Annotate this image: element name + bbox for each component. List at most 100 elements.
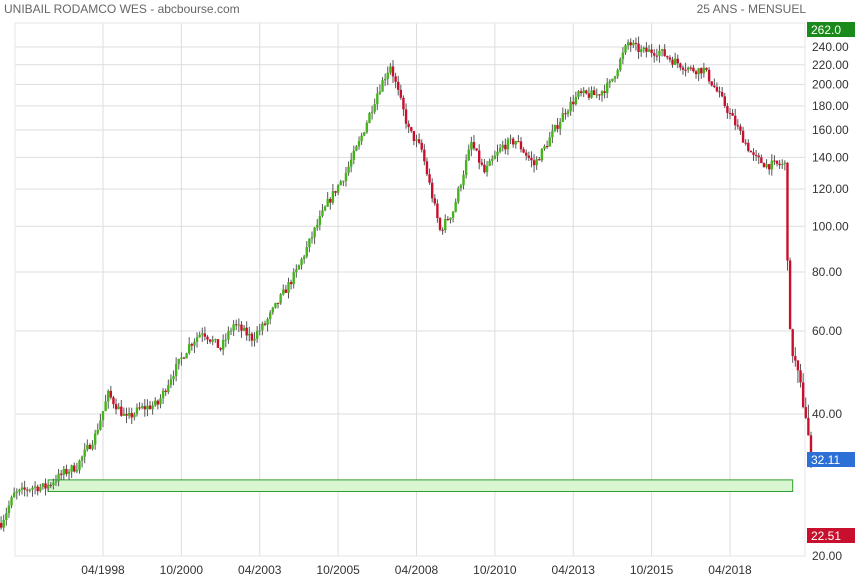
candle-body — [344, 172, 348, 182]
high-price-label: 262.0 — [811, 23, 841, 37]
y-tick-label: 120.00 — [812, 182, 849, 196]
candle-body — [791, 329, 794, 357]
candle-body — [305, 247, 308, 257]
candle-body — [590, 90, 593, 98]
candle-body — [287, 282, 290, 293]
x-tick-label: 04/2003 — [238, 563, 282, 577]
candle-body — [221, 339, 225, 350]
candle-body — [250, 333, 254, 341]
candle-body — [480, 162, 484, 165]
candle-body — [193, 341, 196, 346]
candle-body — [91, 444, 94, 449]
candle-body — [188, 344, 191, 354]
candle-body — [73, 465, 76, 472]
candle-body — [723, 96, 726, 107]
x-tick-label: 04/1998 — [81, 563, 125, 577]
candle-body — [357, 141, 361, 147]
candle-body — [773, 160, 776, 162]
candle-body — [182, 357, 186, 359]
candle-body — [647, 49, 651, 52]
candle-body — [433, 198, 436, 204]
candle-body — [83, 449, 86, 457]
candle-body — [174, 363, 178, 377]
candle-body — [553, 125, 557, 131]
candle-body — [728, 112, 732, 114]
candle-body — [133, 413, 136, 418]
candle-body — [535, 159, 538, 166]
candle-body — [653, 53, 656, 56]
high-price-label-box — [807, 22, 855, 37]
candle-body — [373, 104, 376, 112]
candle-body — [807, 417, 810, 436]
candle-body — [62, 468, 66, 475]
candle-body — [397, 81, 400, 90]
candle-body — [156, 400, 160, 405]
candle-body — [765, 164, 768, 168]
candle-body — [190, 344, 194, 346]
x-tick-label: 10/2005 — [316, 563, 360, 577]
candle-body — [365, 122, 369, 133]
candle-body — [245, 327, 248, 336]
candle-body — [154, 400, 157, 406]
candle-body — [637, 43, 640, 52]
candle-body — [219, 347, 222, 350]
low-price-label: 22.51 — [811, 529, 841, 543]
candle-body — [349, 159, 353, 167]
candle-body — [420, 142, 423, 150]
candle-body — [237, 324, 241, 326]
candle-body — [483, 164, 486, 173]
candle-body — [297, 265, 301, 270]
y-tick-label: 180.00 — [812, 99, 849, 113]
candle-body — [271, 307, 275, 313]
candle-body — [114, 404, 118, 410]
candle-body — [125, 413, 128, 416]
x-tick-label: 10/2000 — [160, 563, 204, 577]
candle-body — [185, 353, 188, 359]
candle-body — [284, 289, 288, 293]
candle-body — [368, 113, 371, 123]
candle-body — [629, 42, 632, 46]
candle-body — [167, 384, 170, 393]
candle-body — [579, 91, 583, 94]
candle-body — [318, 216, 322, 225]
candle-body — [671, 59, 674, 65]
candle-body — [624, 45, 627, 53]
candle-body — [112, 397, 115, 405]
candle-body — [587, 93, 591, 98]
candle-body — [796, 360, 800, 371]
candle-body — [778, 163, 781, 166]
candle-body — [99, 420, 102, 430]
y-tick-label: 40.00 — [812, 407, 842, 421]
candle-body — [44, 483, 47, 489]
candle-body — [36, 486, 39, 492]
candle-body — [18, 489, 21, 492]
candle-body — [540, 148, 544, 161]
candle-body — [276, 302, 280, 304]
candle-body — [7, 505, 11, 514]
candle-body — [606, 82, 609, 93]
candle-body — [269, 312, 272, 320]
candle-body — [783, 162, 787, 164]
candle-body — [146, 405, 149, 410]
candle-body — [227, 331, 230, 340]
candle-body — [754, 154, 758, 156]
candle-body — [101, 411, 105, 421]
candle-body — [428, 174, 431, 183]
candle-body — [705, 67, 708, 70]
candle-body — [561, 113, 564, 122]
candle-body — [2, 519, 5, 528]
candle-body — [720, 92, 724, 97]
x-tick-label: 10/2010 — [473, 563, 517, 577]
candle-body — [258, 330, 261, 332]
candle-body — [639, 49, 643, 52]
candle-body — [130, 413, 133, 418]
candle-body — [107, 390, 110, 402]
candle-body — [496, 151, 499, 156]
candle-body — [548, 137, 551, 147]
candle-body — [67, 471, 71, 474]
candle-body — [93, 433, 97, 445]
candle-body — [551, 130, 554, 138]
candle-body — [788, 260, 792, 330]
candle-body — [302, 256, 306, 260]
candle-body — [757, 155, 760, 158]
